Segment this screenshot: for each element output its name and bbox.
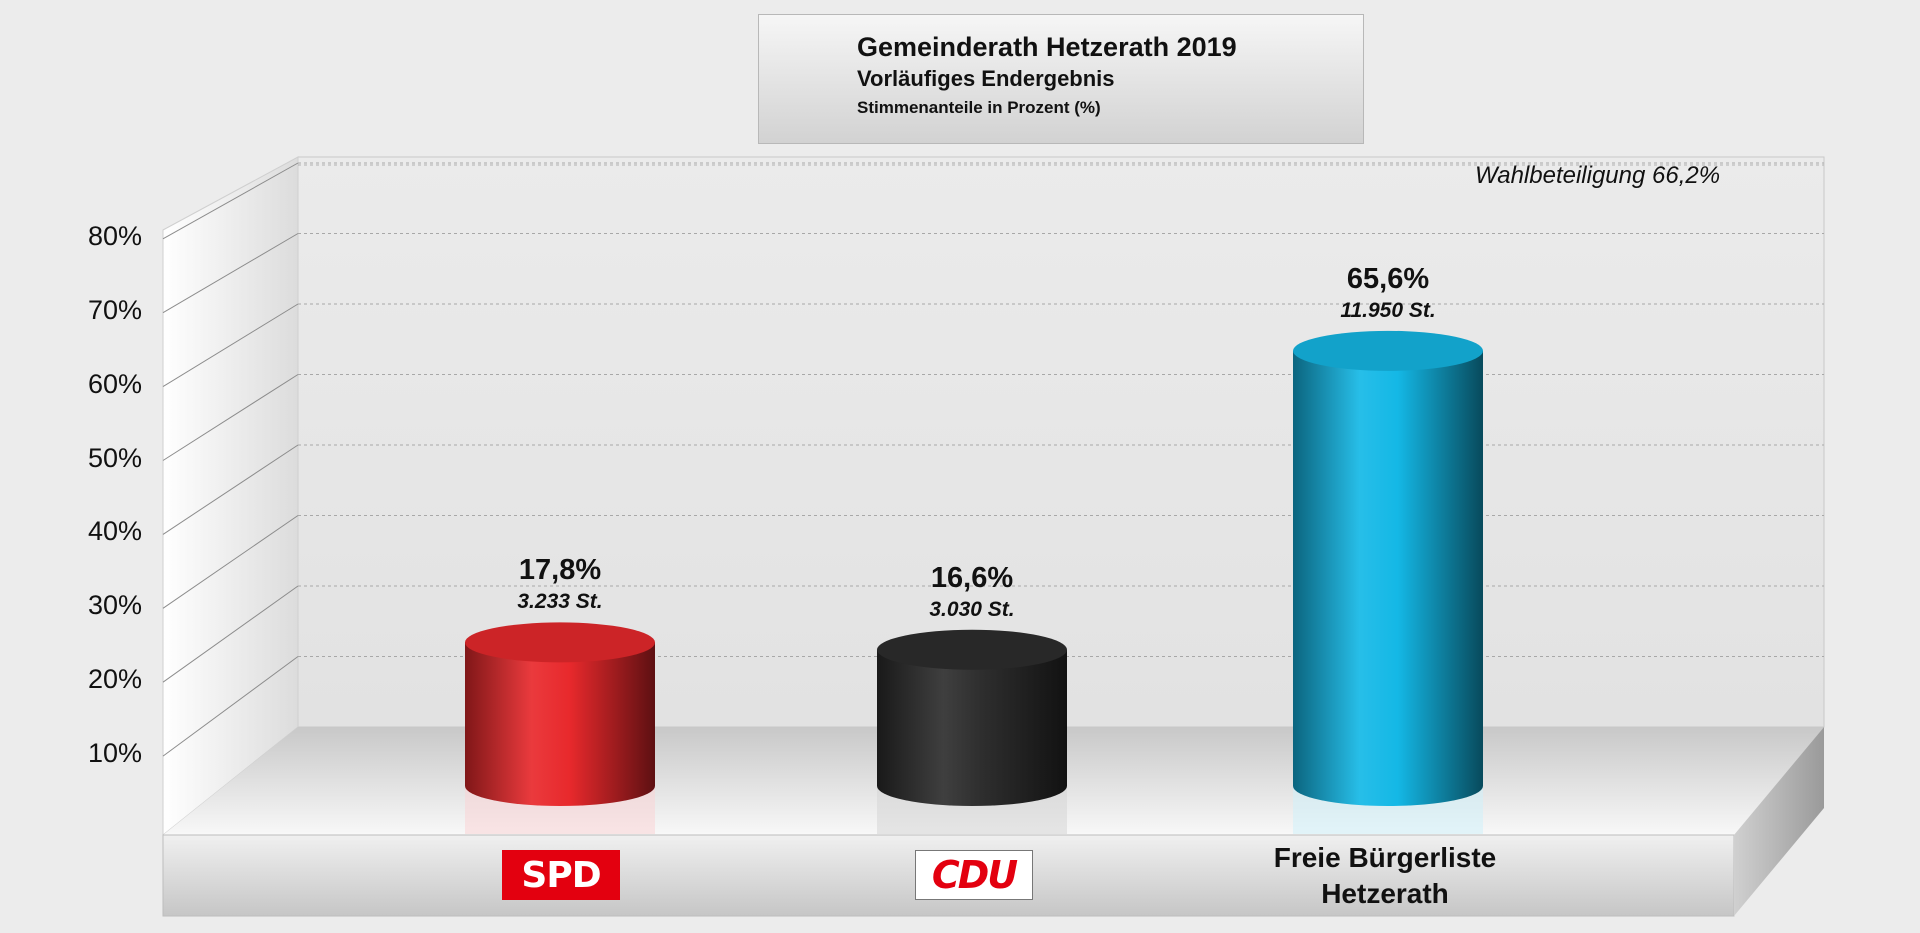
- chart-subtitle: Vorläufiges Endergebnis: [857, 66, 1115, 91]
- y-tick-label: 10%: [88, 738, 143, 769]
- category-label-fbl-line1: Freie Bürgerliste: [1273, 842, 1497, 873]
- spd-logo-text: SPD: [521, 854, 601, 896]
- data-label-votes: 11.950 St.: [1340, 298, 1436, 322]
- data-label-percent: 16,6%: [930, 561, 1014, 594]
- sidewall-gridline: [162, 303, 299, 388]
- bar-body: [1293, 350, 1483, 806]
- sidewall-gridline: [162, 162, 299, 240]
- y-tick-label: 50%: [88, 442, 143, 473]
- bar-body: [877, 649, 1067, 806]
- sidewall-gridline: [162, 585, 299, 683]
- y-tick-label: 70%: [88, 294, 143, 325]
- chart-title: Gemeinderath Hetzerath 2019 Vorläufiges …: [857, 30, 1237, 122]
- sidewall-gridline: [162, 444, 299, 535]
- cdu-logo-text: CDU: [931, 853, 1018, 897]
- y-tick-label: 20%: [88, 664, 143, 695]
- data-label-percent: 65,6%: [1346, 262, 1430, 295]
- data-label-percent: 17,8%: [518, 554, 602, 587]
- bar-top: [1293, 330, 1483, 371]
- data-label-votes: 3.233 St.: [517, 590, 603, 614]
- chart-title-box: [758, 14, 1364, 144]
- y-tick-label: 60%: [88, 368, 143, 399]
- bar-top: [465, 622, 655, 663]
- chart-right-slab: [1734, 727, 1824, 916]
- category-label-fbl: Freie Bürgerliste Hetzerath: [1230, 840, 1540, 912]
- bar-top: [877, 629, 1067, 670]
- sidewall-gridline: [162, 656, 299, 757]
- sidewall-gridline: [162, 515, 299, 609]
- sidewall-gridline: [162, 233, 299, 314]
- sidewall-gridline: [162, 374, 299, 461]
- y-tick-label: 40%: [88, 516, 143, 547]
- y-tick-label: 80%: [88, 220, 143, 251]
- chart-title-main: Gemeinderath Hetzerath 2019: [857, 32, 1237, 62]
- bar-body: [465, 642, 655, 806]
- data-label-votes: 3.030 St.: [929, 597, 1015, 621]
- category-label-fbl-line2: Hetzerath: [1321, 878, 1449, 909]
- bar-1: [465, 622, 655, 834]
- bar-3: [1293, 330, 1483, 834]
- y-tick-label: 30%: [88, 590, 143, 621]
- spd-logo: SPD: [502, 850, 620, 900]
- bar-2: [877, 629, 1067, 834]
- chart-side-wall: [162, 156, 299, 837]
- chart-unit-label: Stimmenanteile in Prozent (%): [857, 98, 1101, 117]
- turnout-annotation: Wahlbeteiligung 66,2%: [1475, 162, 1721, 189]
- cdu-logo: CDU: [915, 850, 1033, 900]
